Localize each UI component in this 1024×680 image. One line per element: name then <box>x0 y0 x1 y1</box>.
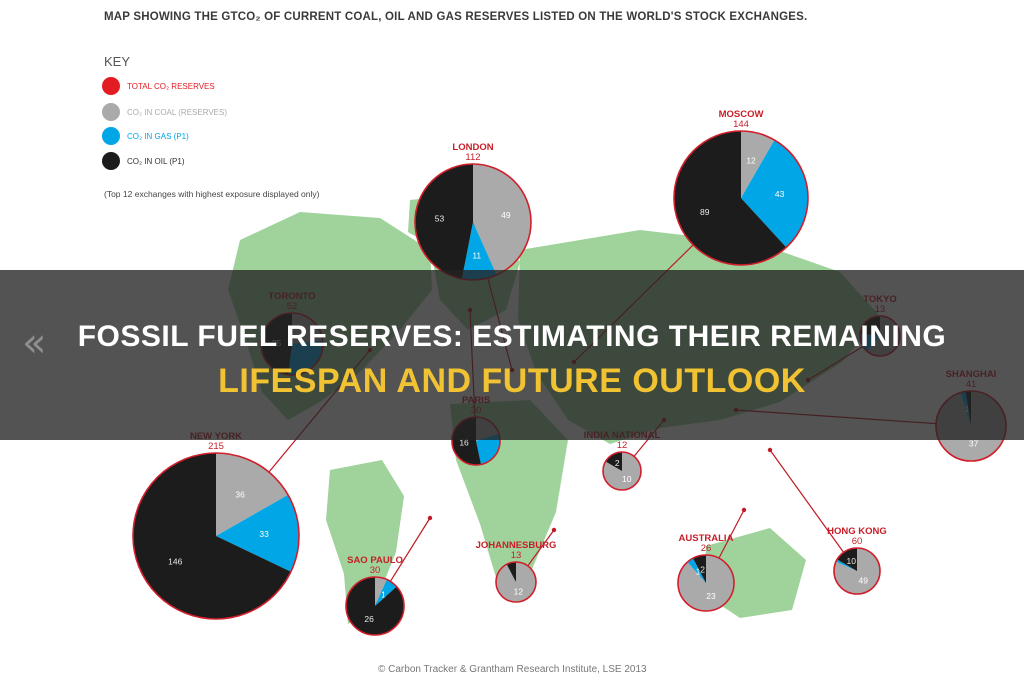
exchange-name: LONDON <box>452 142 493 153</box>
pie-slice-label: 49 <box>859 576 869 586</box>
pie-slice-oil <box>346 577 404 635</box>
pie-slice-label: 49 <box>501 210 511 220</box>
pie-slice-label: 37 <box>969 438 979 448</box>
key-swatch <box>102 127 120 145</box>
previous-arrow-icon[interactable]: « <box>22 320 47 366</box>
exchange-total: 144 <box>733 119 749 130</box>
pie-slice-coal <box>375 577 387 606</box>
connector-line-hong-kong <box>769 449 858 572</box>
pie-slice-label: 146 <box>168 557 182 567</box>
pie-slice-label: 10 <box>622 474 632 484</box>
pie-slice-label: 10 <box>847 556 857 566</box>
exchange-pie-new-york[interactable]: 3633146NEW YORK215 <box>132 431 300 620</box>
pie-slice-oil <box>674 131 787 266</box>
pie-slice-label: 12 <box>514 587 524 597</box>
total-reserves-ring <box>673 130 809 266</box>
pie-slice-label: 26 <box>364 614 374 624</box>
total-reserves-ring <box>132 452 300 620</box>
key-swatch <box>102 77 120 95</box>
title-banner: « FOSSIL FUEL RESERVES: ESTIMATING THEIR… <box>0 270 1024 440</box>
pie-slice-label: 16 <box>459 437 469 447</box>
exchange-location-dot <box>551 527 557 533</box>
pie-slice-oil <box>506 562 516 582</box>
total-reserves-ring <box>833 547 881 595</box>
pie-slice-label: 1 <box>696 566 701 576</box>
pie-slice-label: 89 <box>700 207 710 217</box>
pie-slice-label: 12 <box>746 155 756 165</box>
pie-slice-oil <box>133 453 291 619</box>
south-america-shape <box>326 460 404 624</box>
total-reserves-ring <box>495 561 537 603</box>
exchange-location-dot <box>427 515 433 521</box>
exchange-name: HONG KONG <box>827 526 887 537</box>
pie-slice-label: 36 <box>235 489 245 499</box>
key-swatch <box>102 103 120 121</box>
pie-slice-oil <box>414 164 473 279</box>
exchange-location-dot <box>741 507 747 513</box>
key-label: TOTAL CO₂ RESERVES <box>127 82 215 91</box>
pie-slice-coal <box>473 164 531 276</box>
key-swatch <box>102 152 120 170</box>
key-label: CO₂ IN OIL (P1) <box>127 157 185 166</box>
key-label: CO₂ IN COAL (RESERVES) <box>127 108 227 117</box>
pie-slice-label: 53 <box>435 214 445 224</box>
exchange-total: 60 <box>852 536 863 547</box>
exchange-name: MOSCOW <box>719 109 764 120</box>
article-title-line-1: FOSSIL FUEL RESERVES: ESTIMATING THEIR R… <box>77 320 947 353</box>
key-note: (Top 12 exchanges with highest exposure … <box>104 189 320 199</box>
key-heading: KEY <box>104 54 130 69</box>
exchange-total: 12 <box>617 440 628 451</box>
pie-slice-label: 11 <box>472 250 481 260</box>
pie-slice-label: 33 <box>259 529 269 539</box>
pie-slice-gas <box>687 558 706 583</box>
exchange-name: AUSTRALIA <box>679 533 734 544</box>
pie-slice-label: 43 <box>775 189 785 199</box>
pie-slice-gas <box>461 222 497 280</box>
exchange-total: 112 <box>465 152 480 163</box>
copyright-credit: © Carbon Tracker & Grantham Research Ins… <box>378 664 647 675</box>
pie-slice-label: 2 <box>700 564 705 574</box>
total-reserves-ring <box>677 554 735 612</box>
exchange-total: 30 <box>370 565 381 576</box>
pie-slice-gas <box>835 559 857 571</box>
exchange-location-dot <box>767 447 773 453</box>
exchange-total: 215 <box>208 441 224 452</box>
total-reserves-ring <box>602 451 642 491</box>
map-title: MAP SHOWING THE GTCO₂ OF CURRENT COAL, O… <box>104 11 807 23</box>
exchange-name: JOHANNESBURG <box>476 540 557 551</box>
pie-slice-gas <box>741 139 808 248</box>
total-reserves-ring <box>345 576 405 636</box>
pie-slice-coal <box>741 131 775 198</box>
exchange-total: 26 <box>701 543 712 554</box>
pie-slice-label: 2 <box>615 458 620 468</box>
exchange-name: SAO PAULO <box>347 555 403 566</box>
article-title-line-2: LIFESPAN AND FUTURE OUTLOOK <box>218 362 806 400</box>
pie-slice-label: 23 <box>706 591 716 601</box>
pie-slice-oil <box>692 555 706 583</box>
exchange-total: 13 <box>511 550 522 561</box>
pie-slice-label: 1 <box>381 589 386 599</box>
map-key: KEY TOTAL CO₂ RESERVES CO₂ IN COAL (RESER… <box>102 54 320 199</box>
pie-slice-gas <box>216 494 300 572</box>
pie-slice-coal <box>834 548 881 594</box>
pie-slice-gas <box>375 579 397 606</box>
key-label: CO₂ IN GAS (P1) <box>127 132 189 141</box>
